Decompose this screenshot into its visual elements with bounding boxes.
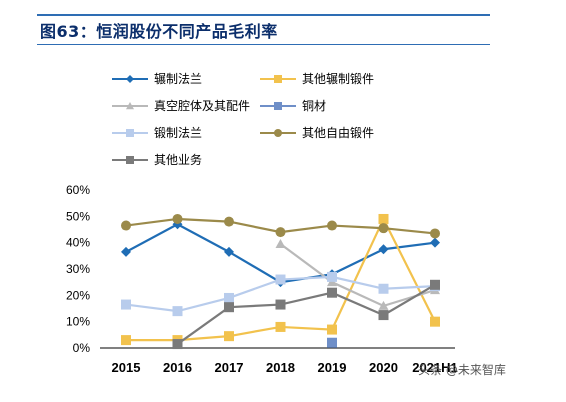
y-tick-label: 50% xyxy=(66,209,90,223)
series-layer xyxy=(121,213,440,350)
legend-item: 其他业务 xyxy=(112,152,202,167)
data-point xyxy=(121,246,131,257)
data-point xyxy=(121,299,131,310)
y-tick-label: 40% xyxy=(66,236,90,250)
data-point xyxy=(224,331,234,342)
data-point xyxy=(430,228,440,239)
data-point xyxy=(224,292,234,303)
x-tick-label: 2019 xyxy=(318,360,347,375)
y-tick-label: 60% xyxy=(66,183,90,197)
watermark: 头条 @未来智库 xyxy=(418,362,506,377)
legend-item: 锻制法兰 xyxy=(112,126,202,140)
data-point xyxy=(172,213,183,224)
legend-swatch-marker xyxy=(126,102,134,110)
axes: 0% 10% 20% 30% 40% 50% 60% 2015 2016 2017 2018 2019… xyxy=(66,183,458,375)
series-group xyxy=(327,337,337,348)
title-top-rule xyxy=(37,14,490,16)
legend-swatch-marker xyxy=(274,102,282,110)
data-point xyxy=(327,337,337,348)
series-line xyxy=(279,243,436,308)
data-point xyxy=(378,213,389,224)
data-point xyxy=(430,279,440,290)
series-line xyxy=(176,283,436,345)
x-tick-label: 2015 xyxy=(112,360,141,375)
legend-label: 铜材 xyxy=(302,98,326,113)
data-point xyxy=(275,321,286,332)
legend-swatch-marker xyxy=(126,156,134,164)
legend-swatch-marker xyxy=(274,75,282,83)
legend-label: 其他自由锻件 xyxy=(302,126,374,140)
legend-item: 辗制法兰 xyxy=(112,71,202,86)
legend-label: 其他辗制锻件 xyxy=(302,71,374,86)
y-tick-label: 0% xyxy=(73,341,91,355)
data-point xyxy=(275,299,286,310)
legend-label: 真空腔体及其配件 xyxy=(154,98,250,113)
data-point xyxy=(378,244,389,255)
data-point xyxy=(172,306,183,317)
data-point xyxy=(172,339,183,350)
data-point xyxy=(275,274,286,285)
data-point xyxy=(378,300,389,310)
legend-item: 铜材 xyxy=(260,98,326,113)
data-point xyxy=(430,237,440,248)
legend-item: 其他辗制锻件 xyxy=(260,71,374,86)
x-tick-label: 2018 xyxy=(266,360,295,375)
data-point xyxy=(430,316,440,327)
legend-label: 辗制法兰 xyxy=(154,71,202,86)
x-tick-label: 2020 xyxy=(369,360,398,375)
data-point xyxy=(275,227,286,238)
data-point xyxy=(121,220,131,231)
data-point xyxy=(327,220,337,231)
x-tick-label: 2021H1 xyxy=(412,360,458,375)
legend-item: 真空腔体及其配件 xyxy=(112,98,250,113)
data-point xyxy=(378,283,389,294)
y-tick-label: 10% xyxy=(66,315,90,329)
x-tick-label: 2017 xyxy=(215,360,244,375)
data-point xyxy=(378,310,389,321)
series-group xyxy=(121,213,440,239)
data-point xyxy=(327,324,337,335)
y-tick-label: 30% xyxy=(66,262,90,276)
data-point xyxy=(224,302,234,313)
legend-swatch-marker xyxy=(126,129,134,137)
data-point xyxy=(275,238,286,248)
data-point xyxy=(327,287,337,298)
chart-title: 图63：恒润股份不同产品毛利率 xyxy=(40,22,278,41)
legend-swatch-marker xyxy=(126,75,134,83)
data-point xyxy=(121,335,131,346)
x-tick-label: 2016 xyxy=(163,360,192,375)
legend-item: 其他自由锻件 xyxy=(260,126,374,140)
data-point xyxy=(327,271,337,282)
y-tick-label: 20% xyxy=(66,288,90,302)
legend-label: 其他业务 xyxy=(154,152,202,167)
data-point xyxy=(224,246,234,257)
data-point xyxy=(378,223,389,234)
legend-label: 锻制法兰 xyxy=(154,126,202,140)
series-group xyxy=(172,279,440,350)
data-point xyxy=(224,216,234,227)
legend-swatch-marker xyxy=(274,129,282,137)
title-bottom-rule xyxy=(37,44,490,45)
